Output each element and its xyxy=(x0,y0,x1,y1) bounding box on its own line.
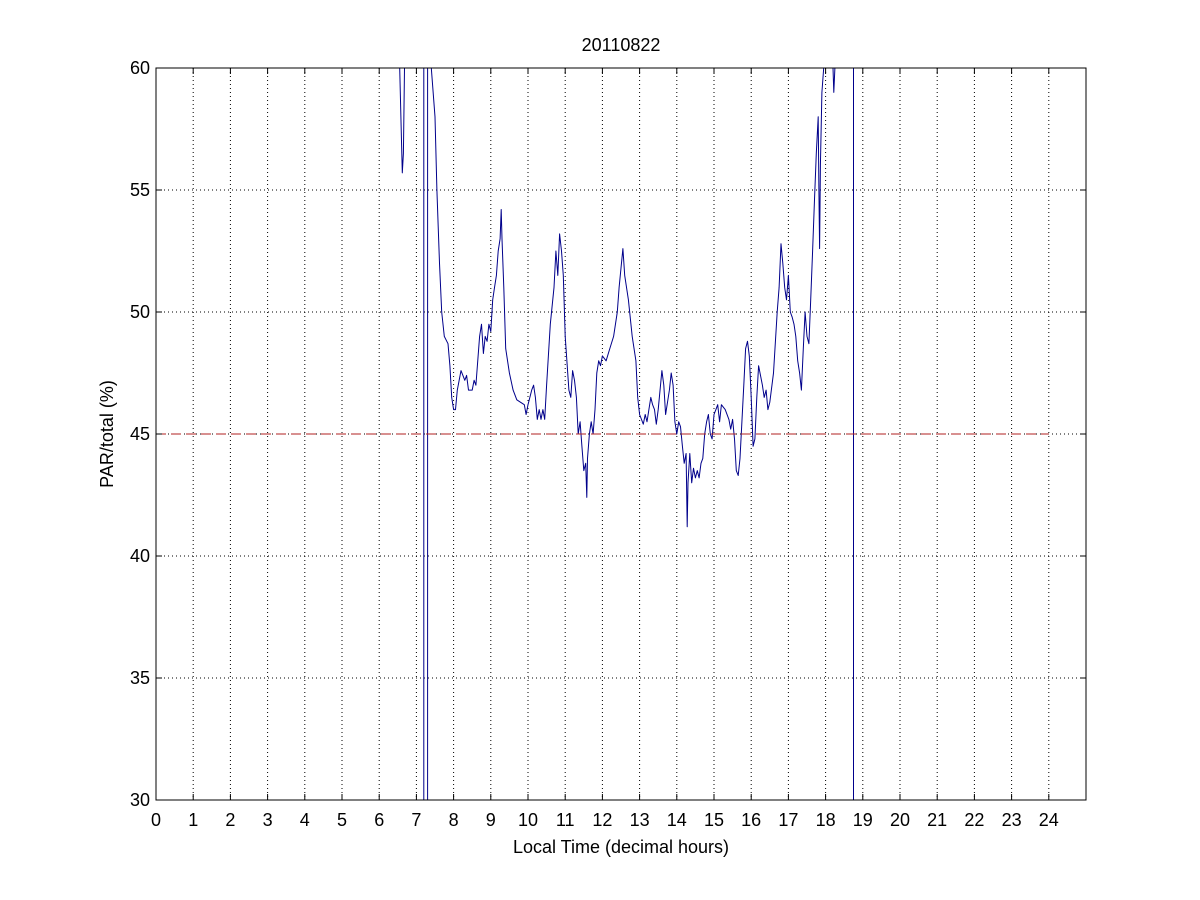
x-tick-label: 22 xyxy=(964,810,984,830)
x-tick-label: 24 xyxy=(1039,810,1059,830)
y-tick-label: 55 xyxy=(130,180,150,200)
x-tick-label: 10 xyxy=(518,810,538,830)
ticks: 0 1 2 3 4 5 6 7 8 9 10 11 12 13 14 15 16 17 18 19 20 21 22 23 24… xyxy=(130,58,1086,830)
x-tick-label: 19 xyxy=(853,810,873,830)
y-tick-label: 45 xyxy=(130,424,150,444)
par-ratio-series-line xyxy=(832,68,836,93)
x-tick-label: 21 xyxy=(927,810,947,830)
x-tick-label: 5 xyxy=(337,810,347,830)
x-tick-label: 11 xyxy=(556,810,575,830)
plot-area xyxy=(156,68,1049,800)
x-tick-label: 7 xyxy=(411,810,421,830)
x-tick-label: 8 xyxy=(449,810,459,830)
x-tick-label: 23 xyxy=(1002,810,1022,830)
par-ratio-series-line xyxy=(399,68,405,174)
x-tick-label: 20 xyxy=(890,810,910,830)
x-tick-label: 0 xyxy=(151,810,161,830)
x-tick-label: 15 xyxy=(704,810,724,830)
x-tick-label: 1 xyxy=(188,810,198,830)
chart-title: 20110822 xyxy=(582,35,661,55)
y-tick-label: 60 xyxy=(130,58,150,78)
x-tick-label: 4 xyxy=(300,810,310,830)
x-tick-label: 12 xyxy=(592,810,612,830)
x-tick-label: 14 xyxy=(667,810,687,830)
x-tick-label: 13 xyxy=(630,810,650,830)
par-ratio-series-line xyxy=(430,68,825,528)
x-tick-label: 6 xyxy=(374,810,384,830)
x-tick-label: 17 xyxy=(778,810,798,830)
x-tick-label: 2 xyxy=(225,810,235,830)
y-tick-label: 50 xyxy=(130,302,150,322)
x-tick-label: 18 xyxy=(816,810,836,830)
y-tick-label: 35 xyxy=(130,668,150,688)
x-tick-label: 3 xyxy=(263,810,273,830)
y-axis-label: PAR/total (%) xyxy=(97,380,117,488)
x-tick-label: 16 xyxy=(741,810,761,830)
y-tick-label: 30 xyxy=(130,790,150,810)
x-axis-label: Local Time (decimal hours) xyxy=(513,837,729,857)
y-tick-label: 40 xyxy=(130,546,150,566)
x-tick-label: 9 xyxy=(486,810,496,830)
